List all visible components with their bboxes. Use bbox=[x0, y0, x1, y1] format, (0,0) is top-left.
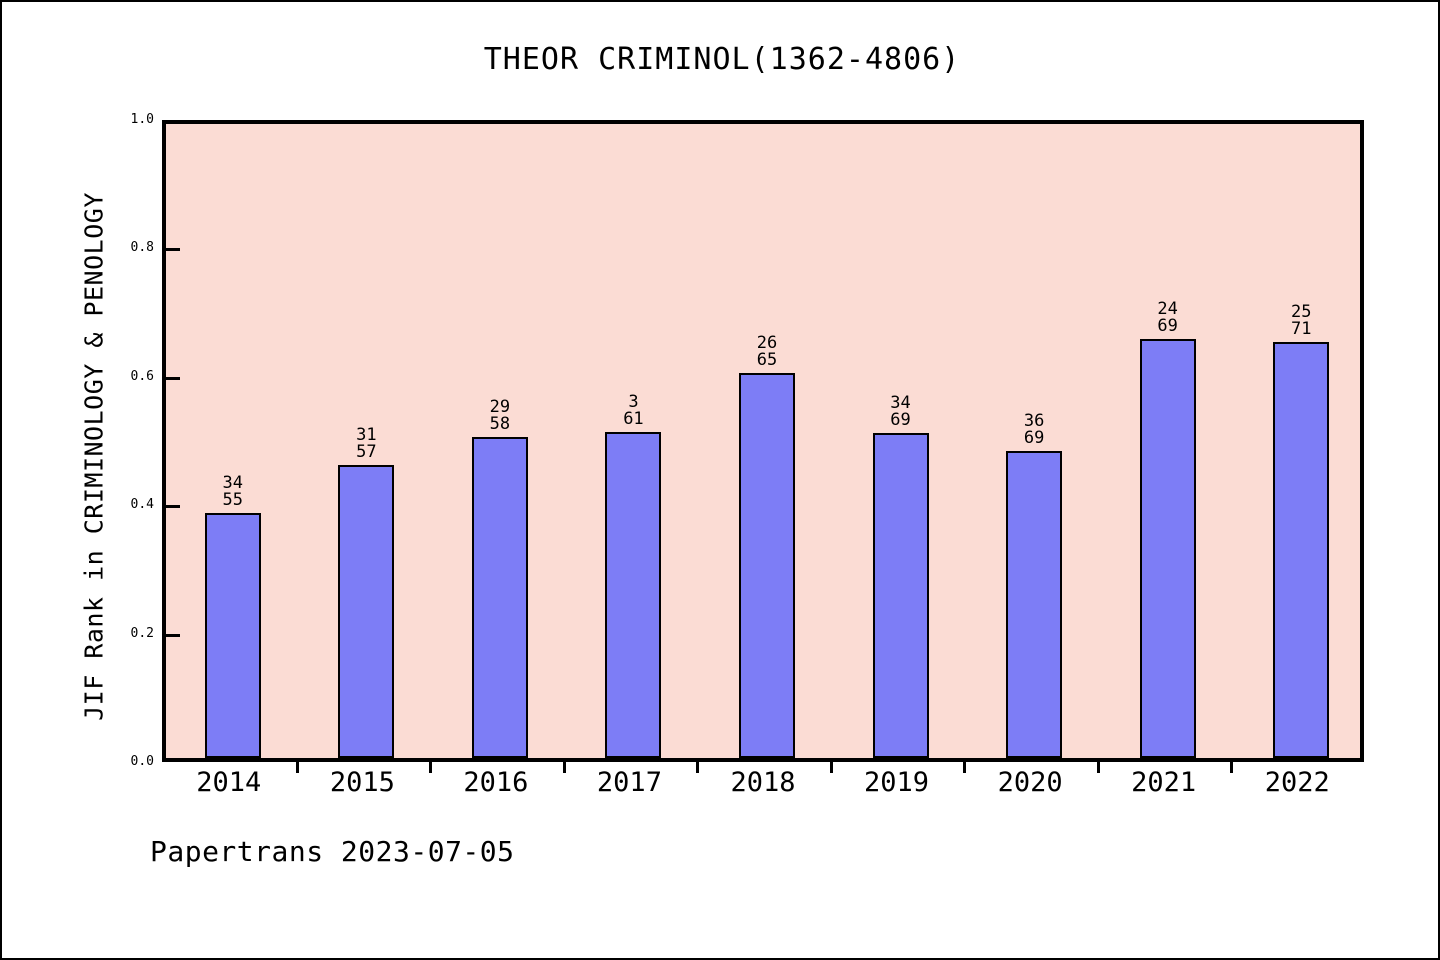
x-tick-label: 2017 bbox=[596, 767, 662, 798]
x-tick-mark bbox=[829, 762, 833, 773]
bar[interactable] bbox=[204, 513, 261, 758]
bar-value-label: 3 61 bbox=[583, 394, 683, 428]
x-tick-mark bbox=[295, 762, 299, 773]
bar-label-total: 61 bbox=[623, 409, 644, 429]
bar[interactable] bbox=[1273, 342, 1330, 758]
bar-label-total: 57 bbox=[356, 442, 377, 462]
x-tick-label: 2018 bbox=[730, 767, 796, 798]
y-tick-mark bbox=[166, 633, 180, 637]
bar-value-label: 26 65 bbox=[717, 335, 817, 369]
bar-label-total: 55 bbox=[222, 490, 243, 510]
bar-label-rank: 29 bbox=[489, 397, 511, 417]
bar-value-label: 25 71 bbox=[1251, 304, 1351, 338]
bar[interactable] bbox=[739, 373, 795, 758]
bar-label-rank: 26 bbox=[756, 333, 778, 353]
bar-label-rank: 25 bbox=[1290, 302, 1312, 322]
bar[interactable] bbox=[471, 437, 528, 758]
bar-label-total: 71 bbox=[1290, 319, 1312, 339]
y-tick-label: 0.2 bbox=[130, 625, 154, 641]
x-tick-mark bbox=[1230, 762, 1234, 773]
y-tick-label: 0.4 bbox=[130, 497, 154, 513]
y-tick-label: 0.0 bbox=[130, 754, 154, 769]
y-tick-label: 0.8 bbox=[130, 240, 154, 256]
bar-label-rank: 36 bbox=[1023, 411, 1045, 431]
bar-value-label: 34 55 bbox=[183, 475, 283, 509]
x-tick-label: 2015 bbox=[329, 767, 395, 798]
bar-label-rank: 24 bbox=[1157, 299, 1178, 319]
y-tick-label: 0.6 bbox=[130, 368, 154, 384]
bar-label-total: 58 bbox=[489, 414, 511, 434]
bar-value-label: 36 69 bbox=[984, 413, 1084, 447]
bar-label-rank: 34 bbox=[890, 393, 911, 413]
bars-layer: 34 55 31 57 29 58 3 61 26 65 34 69 36 69 24 69 25 71 bbox=[166, 124, 1360, 758]
bar-value-label: 29 58 bbox=[450, 399, 550, 433]
bar[interactable] bbox=[338, 465, 395, 758]
bar[interactable] bbox=[872, 433, 929, 758]
x-tick-label: 2014 bbox=[196, 767, 262, 798]
plot-area: 34 55 31 57 29 58 3 61 26 65 34 69 36 69 24 69 25 71 bbox=[162, 120, 1364, 762]
bar-value-label: 24 69 bbox=[1118, 301, 1218, 335]
bar-value-label: 31 57 bbox=[316, 427, 416, 461]
bar-label-total: 69 bbox=[1157, 316, 1178, 336]
x-tick-mark bbox=[1096, 762, 1100, 773]
x-tick-mark bbox=[429, 762, 433, 773]
y-axis-title: JIF Rank in CRIMINOLOGY & PENOLOGY bbox=[79, 192, 109, 721]
bar-label-total: 65 bbox=[756, 350, 778, 370]
x-tick-label: 2020 bbox=[997, 767, 1063, 798]
bar[interactable] bbox=[605, 432, 662, 758]
bar[interactable] bbox=[1139, 339, 1196, 758]
x-tick-label: 2022 bbox=[1264, 767, 1330, 798]
bar-label-rank: 34 bbox=[222, 473, 243, 493]
bar-label-total: 69 bbox=[890, 410, 911, 430]
bar-label-rank: 31 bbox=[356, 425, 377, 445]
x-tick-mark bbox=[696, 762, 700, 773]
y-tick-label: 1.0 bbox=[130, 112, 154, 127]
chart-title: THEOR CRIMINOL(1362-4806) bbox=[483, 42, 961, 77]
bar-value-label: 34 69 bbox=[851, 395, 951, 429]
x-tick-mark bbox=[562, 762, 566, 773]
x-tick-label: 2016 bbox=[463, 767, 529, 798]
y-tick-mark bbox=[166, 376, 180, 380]
bar-label-total: 69 bbox=[1023, 428, 1045, 448]
footer-note: Papertrans 2023-07-05 bbox=[150, 835, 515, 868]
y-tick-mark bbox=[166, 505, 180, 509]
y-tick-mark bbox=[166, 248, 180, 252]
x-tick-label: 2019 bbox=[864, 767, 930, 798]
x-tick-label: 2021 bbox=[1131, 767, 1197, 798]
x-tick-mark bbox=[963, 762, 967, 773]
bar-label-rank: 3 bbox=[628, 392, 639, 412]
bar[interactable] bbox=[1006, 451, 1063, 758]
